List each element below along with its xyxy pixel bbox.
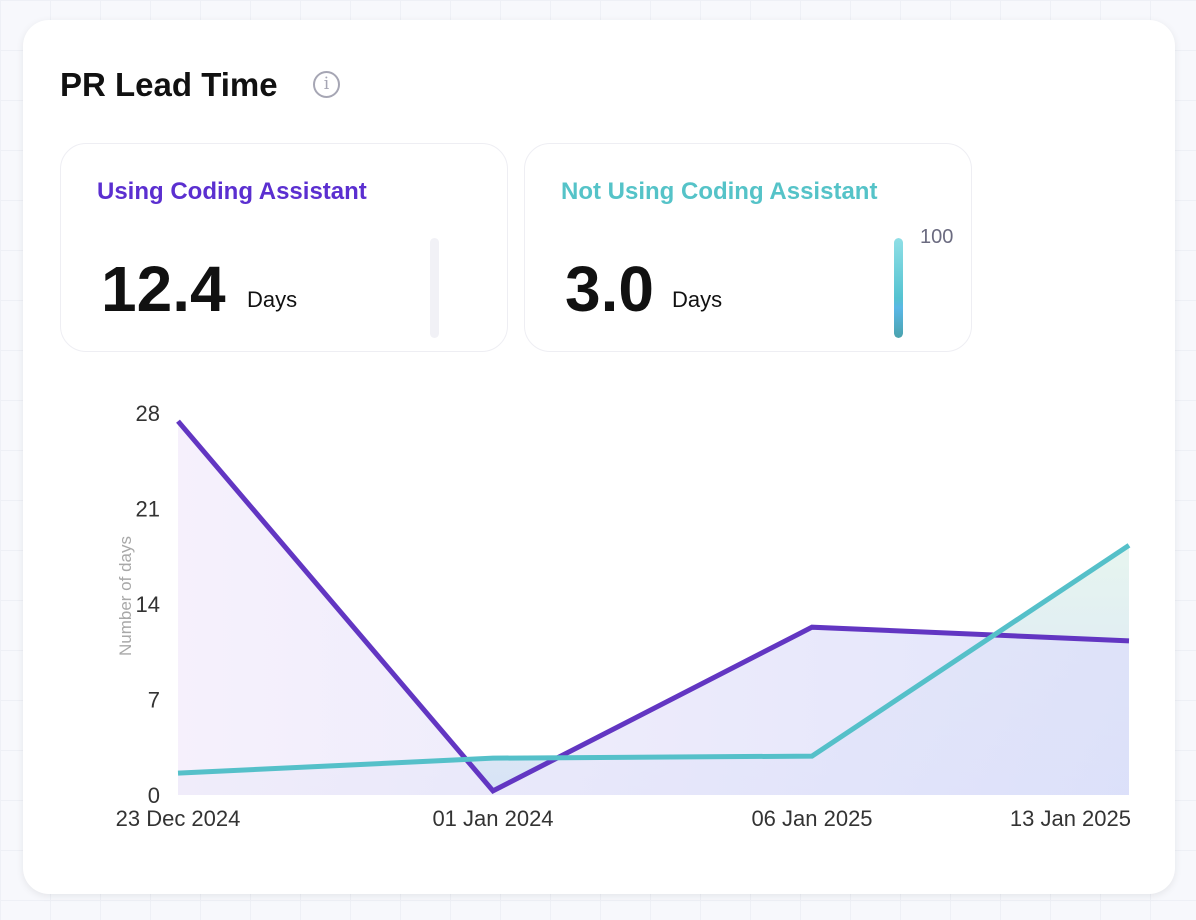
x-tick-label: 01 Jan 2024 [432, 806, 553, 831]
x-tick-label: 06 Jan 2025 [751, 806, 872, 831]
y-tick-label: 21 [136, 497, 160, 522]
y-tick-label: 28 [136, 401, 160, 426]
stat-unit: Days [672, 287, 723, 312]
stat-level-bar [430, 238, 439, 338]
x-tick-label: 13 Jan 2025 [1010, 806, 1131, 831]
series-line [176, 419, 1130, 795]
stat-unit: Days [247, 287, 298, 312]
info-icon[interactable]: i [313, 71, 340, 98]
series-line [177, 543, 1131, 776]
stat-label: Not Using Coding Assistant [561, 178, 878, 205]
x-tick-label: 23 Dec 2024 [116, 806, 241, 831]
stat-value: 3.0 [565, 253, 654, 325]
series-area [178, 421, 1129, 795]
stat-level-bar [894, 238, 903, 338]
stat-bar-label: 100 [920, 226, 954, 248]
stat-label: Using Coding Assistant [97, 178, 367, 205]
y-tick-label: 7 [148, 688, 160, 713]
y-axis-label: Number of days [116, 536, 135, 656]
y-tick-label: 14 [136, 592, 160, 617]
y-tick-label: 0 [148, 783, 160, 808]
stat-value: 12.4 [101, 253, 226, 325]
stat-using-assistant: Using Coding Assistant 12.4 Days [60, 143, 508, 352]
stat-not-using-assistant: Not Using Coding Assistant 3.0 Days 100 [524, 143, 972, 352]
card-title: PR Lead Time [60, 66, 278, 103]
